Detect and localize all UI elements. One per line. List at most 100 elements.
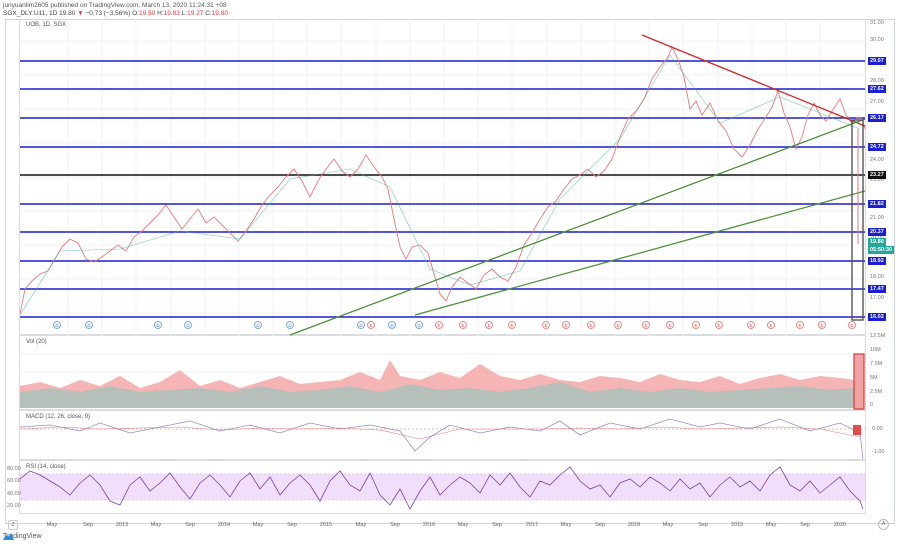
dividend-marker[interactable]: D (388, 321, 396, 329)
time-label: May (252, 522, 264, 528)
time-label: Sep (595, 522, 605, 528)
earnings-marker[interactable]: E (715, 321, 723, 329)
time-label: Sep (492, 522, 502, 528)
left-gutter-main (5, 19, 20, 336)
macd-axis[interactable]: 0.00 -1.00 (865, 411, 895, 461)
price-tick: 30.00 (870, 37, 884, 43)
level-label: 21.82 (868, 200, 886, 208)
earnings-marker[interactable]: E (767, 321, 775, 329)
dividend-marker[interactable]: D (286, 321, 294, 329)
earnings-marker[interactable]: E (614, 321, 622, 329)
earnings-marker[interactable]: E (818, 321, 826, 329)
price-pane[interactable]: UOB, 1D, SGX (20, 19, 865, 336)
time-label: May (46, 522, 58, 528)
rsi-tick: 20.00 (7, 503, 21, 509)
left-gutter-vol (5, 336, 20, 411)
earnings-marker[interactable]: E (435, 321, 443, 329)
price-tick: 21.00 (870, 215, 884, 221)
price-tick: 17.00 (870, 295, 884, 301)
price-chart-svg (20, 19, 865, 336)
earnings-marker[interactable]: E (796, 321, 804, 329)
low-label: L: (181, 10, 188, 17)
left-gutter-macd (5, 411, 20, 461)
volume-axis[interactable]: 12.5M 10M 7.5M 5M 2.5M 0 (865, 333, 895, 411)
left-gutter-rsi (5, 461, 20, 514)
footer-brand[interactable]: TradingView (3, 533, 42, 540)
rsi-tick: 60.00 (7, 478, 21, 484)
time-label: 2013 (115, 522, 129, 528)
high-label: H: (157, 10, 164, 17)
macd-chart-svg (20, 418, 865, 460)
time-label: May (457, 522, 469, 528)
earnings-marker[interactable]: E (367, 321, 375, 329)
earnings-marker[interactable]: E (485, 321, 493, 329)
dividend-marker[interactable]: D (357, 321, 365, 329)
open-label: O: (132, 10, 139, 17)
dividend-marker[interactable]: D (415, 321, 423, 329)
earnings-marker[interactable]: E (459, 321, 467, 329)
symbol-quote-line: SGX_DLY:U11, 1D 19.80 ▼ −0.73 (−3.56%) O… (3, 10, 228, 17)
rsi-pane[interactable]: RSI (14, close) (20, 461, 865, 514)
macd-tick: -1.00 (872, 449, 885, 455)
dividend-marker[interactable]: D (184, 321, 192, 329)
earnings-marker[interactable]: E (848, 321, 856, 329)
macd-tick: 0.00 (872, 426, 883, 432)
high-value: 19.83 (163, 10, 180, 17)
time-label: 2015 (319, 522, 333, 528)
time-label: Sep (698, 522, 708, 528)
level-label: 24.72 (868, 143, 886, 151)
rsi-chart-svg (20, 466, 865, 510)
price-tick: 23.00 (870, 177, 884, 183)
volume-pane[interactable]: Vol (20) (20, 336, 865, 411)
symbol: SGX_DLY:U11, 1D (3, 10, 58, 17)
macd-pane[interactable]: MACD (12, 26, close, 9) (20, 411, 865, 461)
earnings-marker[interactable]: E (642, 321, 650, 329)
tradingview-logo-icon (3, 533, 14, 540)
rsi-axis (865, 461, 895, 514)
level-label: 27.62 (868, 85, 886, 93)
down-arrow-icon: ▼ (77, 10, 84, 17)
close-label: C: (205, 10, 212, 17)
time-label: May (150, 522, 162, 528)
dividend-marker[interactable]: D (85, 321, 93, 329)
level-label: 20.37 (868, 228, 886, 236)
chart-frame (5, 19, 895, 524)
price-tick: 31.00 (870, 20, 884, 26)
rsi-tick: 80.00 (7, 466, 21, 472)
dividend-marker[interactable]: D (254, 321, 262, 329)
dividend-marker[interactable]: D (53, 321, 61, 329)
earnings-marker[interactable]: E (587, 321, 595, 329)
dividend-marker[interactable]: D (154, 321, 162, 329)
time-label: Sep (390, 522, 400, 528)
macd-legend: MACD (12, 26, close, 9) (26, 414, 91, 420)
time-label: May (355, 522, 367, 528)
volume-chart-svg (20, 353, 865, 410)
earnings-marker[interactable]: E (747, 321, 755, 329)
auto-scale-button[interactable]: A (878, 519, 889, 530)
rsi-tick: 40.00 (7, 491, 21, 497)
level-label: 16.02 (868, 313, 886, 321)
price-tick: 24.00 (870, 157, 884, 163)
earnings-marker[interactable]: E (692, 321, 700, 329)
last-price-label: 19.80 (868, 238, 886, 246)
zoom-toggle-button[interactable]: Z (8, 520, 18, 530)
earnings-marker[interactable]: E (542, 321, 550, 329)
earnings-marker[interactable]: E (666, 321, 674, 329)
time-label: 2018 (627, 522, 641, 528)
time-label: Sep (185, 522, 195, 528)
price-axis[interactable]: 31.00 30.00 28.00 27.00 24.00 23.00 21.0… (865, 19, 895, 336)
time-label: May (662, 522, 674, 528)
level-label: 29.07 (868, 57, 886, 65)
time-label: May (765, 522, 777, 528)
brand-name: TradingView (3, 533, 42, 540)
level-label: 23.27 (868, 171, 886, 179)
earnings-marker[interactable]: E (562, 321, 570, 329)
time-label: 2016 (422, 522, 436, 528)
time-label: May (560, 522, 572, 528)
volume-tick: 2.5M (870, 389, 883, 395)
earnings-marker[interactable]: E (508, 321, 516, 329)
level-label: 26.17 (868, 114, 886, 122)
price-tick: 27.00 (870, 99, 884, 105)
level-label: 17.47 (868, 285, 886, 293)
time-label: 2017 (525, 522, 539, 528)
